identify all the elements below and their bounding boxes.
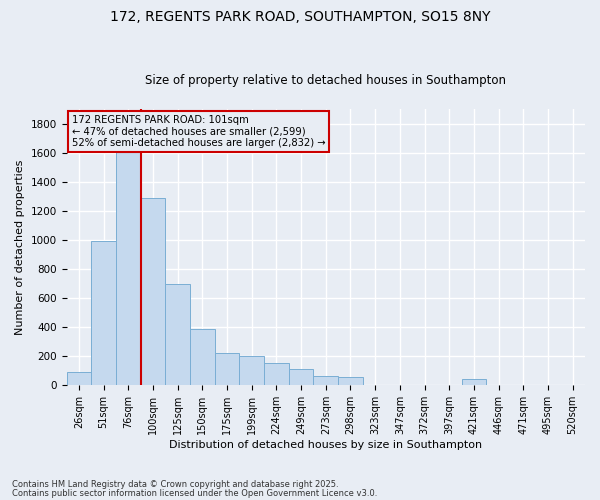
Bar bbox=[289, 368, 313, 386]
Bar bbox=[140, 198, 165, 386]
Bar bbox=[91, 242, 116, 386]
Bar bbox=[264, 363, 289, 386]
Bar bbox=[215, 352, 239, 386]
Title: Size of property relative to detached houses in Southampton: Size of property relative to detached ho… bbox=[145, 74, 506, 87]
Y-axis label: Number of detached properties: Number of detached properties bbox=[15, 160, 25, 335]
Text: Contains HM Land Registry data © Crown copyright and database right 2025.: Contains HM Land Registry data © Crown c… bbox=[12, 480, 338, 489]
Bar bbox=[67, 372, 91, 386]
Bar bbox=[190, 328, 215, 386]
Text: Contains public sector information licensed under the Open Government Licence v3: Contains public sector information licen… bbox=[12, 488, 377, 498]
Bar bbox=[239, 356, 264, 386]
Text: 172, REGENTS PARK ROAD, SOUTHAMPTON, SO15 8NY: 172, REGENTS PARK ROAD, SOUTHAMPTON, SO1… bbox=[110, 10, 490, 24]
Bar bbox=[116, 138, 140, 386]
Bar bbox=[461, 379, 486, 386]
Bar bbox=[338, 378, 363, 386]
Bar bbox=[165, 284, 190, 386]
X-axis label: Distribution of detached houses by size in Southampton: Distribution of detached houses by size … bbox=[169, 440, 482, 450]
Bar bbox=[313, 376, 338, 386]
Text: 172 REGENTS PARK ROAD: 101sqm
← 47% of detached houses are smaller (2,599)
52% o: 172 REGENTS PARK ROAD: 101sqm ← 47% of d… bbox=[72, 114, 325, 148]
